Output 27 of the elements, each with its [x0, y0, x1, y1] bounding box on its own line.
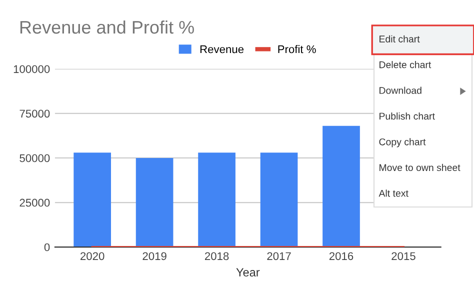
- bar: [74, 152, 111, 248]
- annotation: Move to own sheet: [380, 164, 460, 172]
- annotation: Copy chart: [379, 138, 426, 148]
- legend-label: Profit %: [278, 45, 316, 54]
- y-tick-label: 100000: [14, 65, 50, 74]
- x-tick-label: 2019: [142, 252, 166, 260]
- x-tick-label: 2015: [392, 252, 416, 260]
- legend-label: Revenue: [200, 45, 244, 54]
- x-axis-title: Year: [236, 268, 260, 276]
- annotation: Download: [380, 86, 422, 94]
- x-tick-label: 2020: [80, 252, 104, 260]
- y-tick-label: 50000: [20, 154, 50, 162]
- bar: [260, 152, 298, 248]
- text: Edit chart: [380, 35, 420, 42]
- y-tick-label: 0: [44, 243, 50, 252]
- bar: [198, 152, 236, 248]
- annotation: Publish chart: [380, 112, 435, 120]
- bar: [322, 126, 360, 248]
- y-tick-label: 75000: [20, 110, 50, 118]
- x-tick-label: 2016: [329, 252, 354, 260]
- x-tick-label: 2017: [267, 252, 291, 260]
- x-tick-label: 2018: [204, 252, 229, 260]
- annotation: Alt text: [378, 190, 408, 197]
- bar: [136, 158, 174, 248]
- chart-title: Revenue and Profit %: [20, 20, 194, 34]
- y-tick-label: 25000: [20, 198, 50, 207]
- text: Delete chart: [380, 61, 432, 68]
